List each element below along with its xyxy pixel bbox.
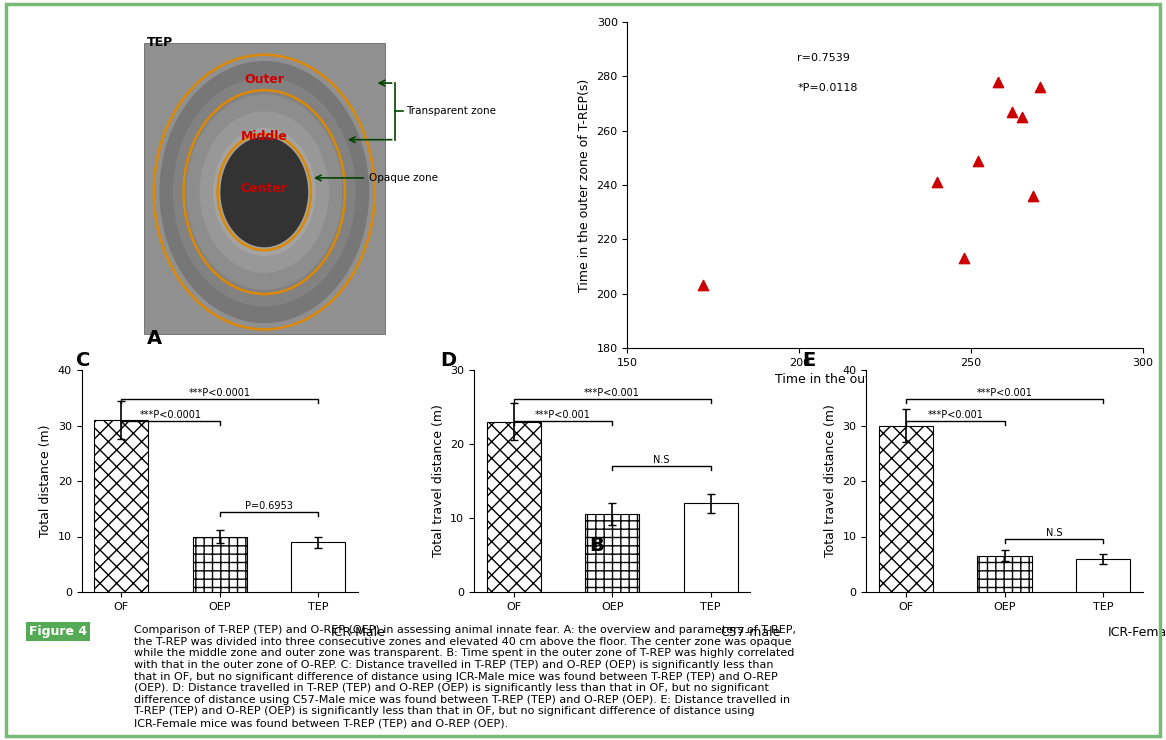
Text: *P=0.0118: *P=0.0118: [798, 83, 858, 92]
Text: TEP: TEP: [147, 36, 173, 50]
Point: [927, 176, 946, 188]
Text: C57-male: C57-male: [721, 626, 780, 639]
Y-axis label: Total travel distance (m): Total travel distance (m): [431, 405, 444, 557]
Text: r=0.7539: r=0.7539: [798, 53, 850, 64]
Point: [989, 76, 1007, 88]
Y-axis label: Time in the outer zone of T-REP(s): Time in the outer zone of T-REP(s): [578, 78, 591, 292]
Bar: [879, 425, 933, 592]
Text: Opaque zone: Opaque zone: [368, 173, 438, 183]
Point: [1031, 81, 1049, 93]
Text: ***P<0.001: ***P<0.001: [927, 410, 983, 420]
Text: Comparison of T-REP (TEP) and O-REP (OEP) in assessing animal innate fear. A: th: Comparison of T-REP (TEP) and O-REP (OEP…: [134, 625, 796, 728]
Text: E: E: [802, 352, 815, 370]
Point: [1003, 106, 1021, 118]
Text: Center: Center: [240, 182, 288, 195]
Text: C: C: [76, 352, 90, 370]
Ellipse shape: [199, 111, 329, 273]
Point: [1024, 190, 1042, 202]
Bar: [486, 422, 541, 592]
Ellipse shape: [187, 95, 343, 289]
Bar: [143, 44, 385, 334]
Y-axis label: Total distance (m): Total distance (m): [40, 425, 52, 537]
Text: N.S: N.S: [653, 455, 669, 465]
Bar: [1076, 559, 1130, 592]
Text: A: A: [147, 329, 162, 348]
Text: P=0.6953: P=0.6953: [245, 501, 293, 511]
Ellipse shape: [253, 178, 275, 206]
Text: Middle: Middle: [241, 130, 288, 143]
Point: [955, 252, 974, 264]
Ellipse shape: [213, 128, 316, 256]
Bar: [683, 503, 738, 592]
Text: ICR-Female: ICR-Female: [1108, 626, 1166, 639]
Ellipse shape: [220, 137, 308, 247]
Text: Figure 4: Figure 4: [29, 625, 87, 639]
Ellipse shape: [160, 61, 370, 323]
Ellipse shape: [240, 161, 289, 223]
X-axis label: Time in the outer zone of O-REP (s): Time in the outer zone of O-REP (s): [774, 373, 996, 386]
Text: D: D: [441, 352, 457, 370]
Point: [694, 280, 712, 292]
Text: N.S: N.S: [1046, 528, 1062, 537]
Text: B: B: [589, 536, 604, 555]
Bar: [94, 420, 148, 592]
Text: ***P<0.0001: ***P<0.0001: [140, 410, 202, 420]
Text: ***P<0.001: ***P<0.001: [977, 388, 1032, 397]
Text: ICR-Male: ICR-Male: [330, 626, 386, 639]
Point: [1013, 111, 1032, 123]
Bar: [292, 542, 345, 592]
Text: ***P<0.001: ***P<0.001: [535, 410, 591, 420]
Bar: [585, 514, 639, 592]
Ellipse shape: [173, 78, 356, 306]
Y-axis label: Total travel distance (m): Total travel distance (m): [824, 405, 837, 557]
Text: Outer: Outer: [244, 73, 285, 86]
Bar: [977, 556, 1032, 592]
Text: ***P<0.001: ***P<0.001: [584, 388, 640, 397]
Text: ***P<0.0001: ***P<0.0001: [189, 388, 251, 397]
Ellipse shape: [226, 145, 302, 240]
Point: [969, 155, 988, 166]
Text: Transparent zone: Transparent zone: [406, 107, 496, 116]
Bar: [192, 536, 247, 592]
